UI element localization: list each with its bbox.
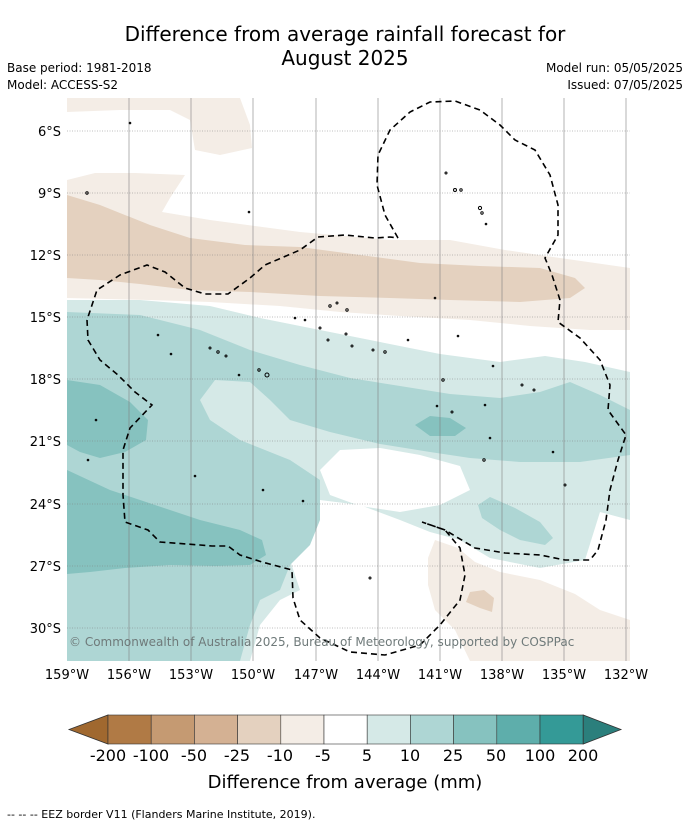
latitude-label: 27°S <box>30 560 61 575</box>
map-frame: © Commonwealth of Australia 2025, Bureau… <box>67 98 630 661</box>
metadata-left: Base period: 1981-2018 Model: ACCESS-S2 <box>7 60 152 94</box>
latitude-label: 9°S <box>38 187 61 202</box>
neutral-gap <box>320 448 470 512</box>
latitude-label: 6°S <box>38 125 61 140</box>
colorbar-ticks: -200 -100 -50 -25 -10 -5 5 10 25 50 100 … <box>90 746 598 765</box>
wet-area-central-core <box>415 416 466 436</box>
copyright-notice: © Commonwealth of Australia 2025, Bureau… <box>69 635 574 649</box>
longitude-label: 153°W <box>169 668 213 683</box>
colorbar-tick-label: -100 <box>133 746 169 765</box>
latitude-label: 12°S <box>30 249 61 264</box>
dry-area-band-core <box>67 195 585 302</box>
latitude-label: 24°S <box>30 498 61 513</box>
neutral-hole <box>290 604 330 632</box>
colorbar-tick-label: 200 <box>568 746 599 765</box>
wet-area-southwest-core <box>67 470 266 574</box>
model-name: Model: ACCESS-S2 <box>7 78 119 92</box>
title-line-1: Difference from average rainfall forecas… <box>124 22 566 46</box>
colorbar-tick-label: 100 <box>525 746 556 765</box>
wet-area-upper <box>67 312 630 661</box>
colorbar-segment <box>323 714 368 745</box>
latitude-label: 30°S <box>30 622 61 637</box>
colorbar-segment <box>107 714 152 745</box>
colorbar-arrow-right <box>582 714 623 745</box>
colorbar-segment <box>539 714 584 745</box>
longitude-label: 156°W <box>107 668 151 683</box>
colorbar-tick-label: -200 <box>90 746 126 765</box>
longitude-label: 132°W <box>604 668 648 683</box>
longitude-label: 147°W <box>294 668 338 683</box>
longitude-label: 159°W <box>45 668 89 683</box>
longitude-label: 135°W <box>542 668 586 683</box>
wet-area-east-pocket <box>478 497 553 545</box>
colorbar-segment <box>453 714 498 745</box>
colorbar-title: Difference from average (mm) <box>208 772 483 793</box>
model-run: Model run: 05/05/2025 <box>545 61 683 75</box>
longitude-label: 138°W <box>480 668 524 683</box>
title-line-2: August 2025 <box>281 46 409 70</box>
longitude-label: 150°W <box>231 668 275 683</box>
base-period: Base period: 1981-2018 <box>7 61 152 75</box>
colorbar-tick-label: 50 <box>486 746 506 765</box>
metadata-right: Model run: 05/05/2025 Issued: 07/05/2025 <box>546 60 683 94</box>
eez-footnote: -- -- -- EEZ border V11 (Flanders Marine… <box>7 808 316 821</box>
gridlines <box>67 98 630 661</box>
colorbar-tick-label: 10 <box>400 746 420 765</box>
eez-border <box>86 100 627 656</box>
colorbar-tick-label: -5 <box>315 746 331 765</box>
colorbar-segment <box>150 714 195 745</box>
map-title: Difference from average rainfall forecas… <box>0 22 690 70</box>
latitude-label: 15°S <box>30 311 61 326</box>
colorbar-tick-label: 5 <box>362 746 372 765</box>
dry-area-southeast <box>428 540 630 661</box>
colorbar-segment <box>366 714 411 745</box>
colorbar-tick-label: 25 <box>443 746 463 765</box>
dry-area-north <box>67 98 252 155</box>
latitude-label: 18°S <box>30 373 61 388</box>
colorbar-tick-label: -10 <box>267 746 293 765</box>
wet-area-west-core <box>67 380 148 458</box>
colorbar-arrow-left <box>67 714 109 745</box>
colorbar-tick-label: -25 <box>224 746 250 765</box>
colorbar-segment <box>280 714 325 745</box>
colorbar-tick-label: -50 <box>181 746 207 765</box>
colorbar-segment <box>496 714 541 745</box>
colorbar <box>67 714 623 745</box>
latitude-label: 21°S <box>30 435 61 450</box>
longitude-label: 141°W <box>418 668 462 683</box>
issued-date: Issued: 07/05/2025 <box>567 78 683 92</box>
islands <box>85 121 567 580</box>
colorbar-segment <box>194 714 238 745</box>
colorbar-segment <box>410 714 454 745</box>
dry-area-southeast-core <box>466 590 494 612</box>
colorbar-segment <box>237 714 282 745</box>
longitude-labels: 159°W 156°W 153°W 150°W 147°W 144°W 141°… <box>45 668 648 683</box>
longitude-label: 144°W <box>356 668 400 683</box>
latitude-labels: 6°S 9°S 12°S 15°S 18°S 21°S 24°S 27°S 30… <box>30 125 61 637</box>
